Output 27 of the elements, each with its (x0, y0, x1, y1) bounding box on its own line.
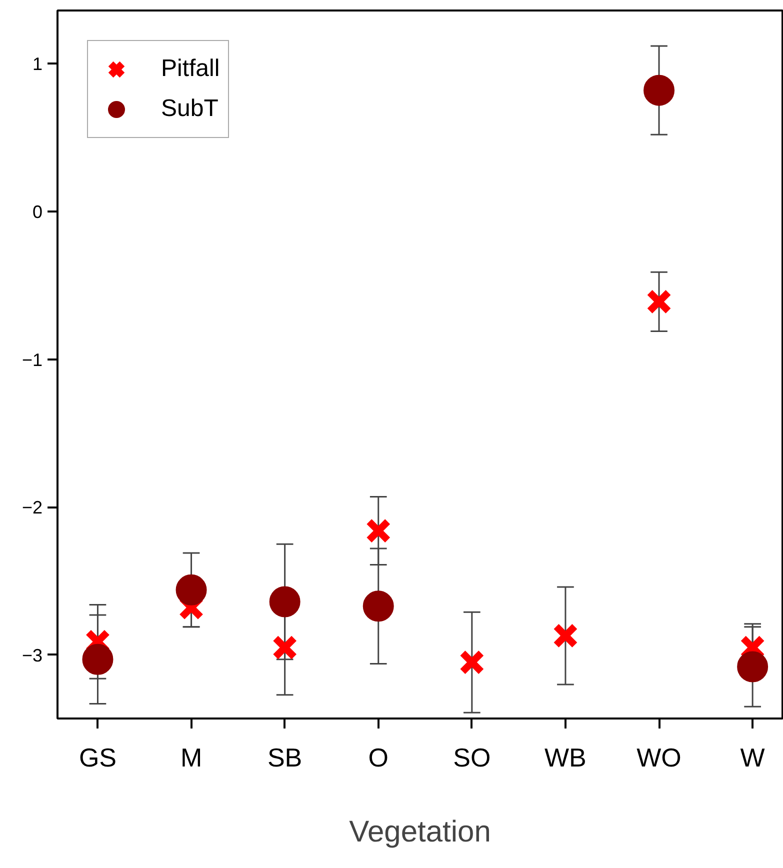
x-axis-title: Vegetation (349, 816, 491, 848)
x-tick-label: W (740, 742, 766, 772)
y-tick-label: 0 (32, 202, 43, 222)
legend-label: Pitfall (161, 55, 220, 83)
point (269, 586, 300, 618)
point (644, 74, 675, 106)
y-tick-label: −2 (22, 498, 43, 518)
point (552, 623, 578, 648)
y-tick-label: −1 (22, 350, 43, 370)
legend-label: SubT (161, 95, 218, 123)
point (176, 574, 207, 606)
point (459, 650, 485, 676)
x-tick-label: WO (636, 742, 682, 772)
y-tick-label: 1 (32, 54, 43, 74)
point (737, 651, 768, 682)
x-tick-label: SO (453, 742, 491, 772)
point (646, 288, 672, 314)
point (366, 518, 392, 544)
x-tick-label: GS (78, 742, 117, 772)
x-tick-label: WB (544, 742, 586, 772)
point (82, 644, 114, 675)
point (272, 634, 298, 660)
x-tick-label: SB (267, 742, 302, 772)
x-tick-label: O (368, 742, 388, 772)
x-tick-label: M (180, 742, 202, 772)
y-tick-label: −3 (22, 645, 43, 666)
point (362, 590, 394, 622)
